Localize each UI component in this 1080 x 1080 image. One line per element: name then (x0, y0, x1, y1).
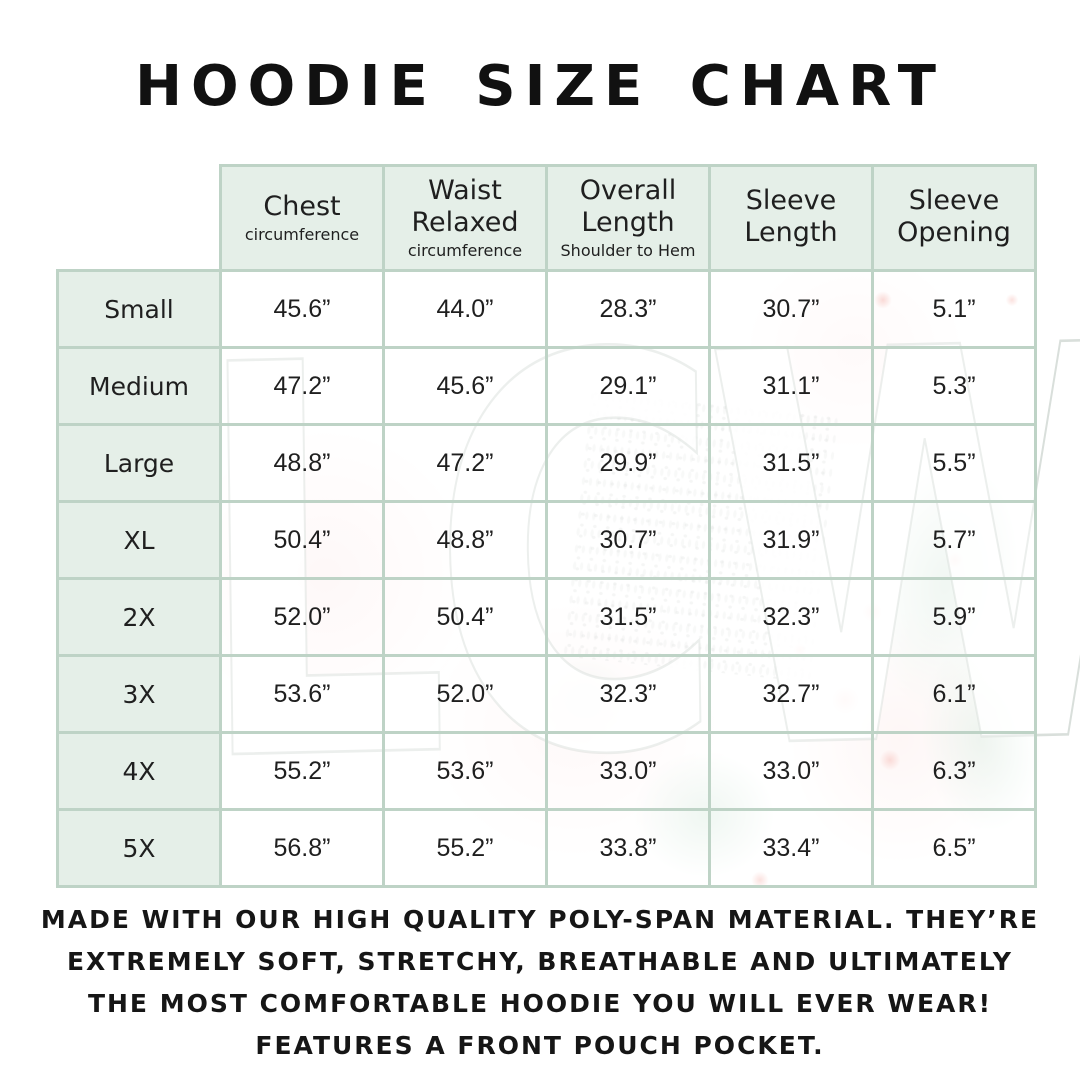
cell-value: 48.8” (219, 423, 385, 503)
column-header-chest: Chest circumference (219, 164, 385, 272)
table-row-4x: 4X 55.2” 53.6” 33.0” 33.0” 6.3” (56, 731, 1037, 811)
cell-value: 33.8” (545, 808, 711, 888)
column-subtitle: circumference (407, 240, 523, 260)
column-title: Overall Length (579, 175, 677, 238)
table-row-xl: XL 50.4” 48.8” 30.7” 31.9” 5.7” (56, 500, 1037, 580)
cell-value: 6.3” (871, 731, 1037, 811)
cell-value: 44.0” (382, 269, 548, 349)
cell-value: 33.0” (545, 731, 711, 811)
cell-value: 5.5” (871, 423, 1037, 503)
cell-value: 5.3” (871, 346, 1037, 426)
size-table-header: Chest circumference Waist Relaxed circum… (57, 164, 1037, 272)
description-line: MADE WITH OUR HIGH QUALITY POLY-SPAN MAT… (40, 905, 1040, 934)
cell-value: 50.4” (219, 500, 385, 580)
size-table-body: Small 45.6” 44.0” 28.3” 30.7” 5.1” Mediu… (56, 269, 1037, 888)
page-title: HOODIE SIZE CHART (135, 54, 945, 119)
column-title: Chest (263, 191, 341, 223)
column-header-waist-relaxed: Waist Relaxed circumference (382, 164, 548, 272)
size-table: Chest circumference Waist Relaxed circum… (56, 164, 1037, 888)
cell-value: 29.1” (545, 346, 711, 426)
table-row-2x: 2X 52.0” 50.4” 31.5” 32.3” 5.9” (56, 577, 1037, 657)
table-row-large: Large 48.8” 47.2” 29.9” 31.5” 5.5” (56, 423, 1037, 503)
row-label: XL (56, 500, 222, 580)
cell-value: 5.9” (871, 577, 1037, 657)
cell-value: 6.5” (871, 808, 1037, 888)
cell-value: 32.3” (708, 577, 874, 657)
row-label: Large (56, 423, 222, 503)
table-row-medium: Medium 47.2” 45.6” 29.1” 31.1” 5.3” (56, 346, 1037, 426)
cell-value: 5.1” (871, 269, 1037, 349)
cell-value: 45.6” (382, 346, 548, 426)
row-label: 2X (56, 577, 222, 657)
description-line: THE MOST COMFORTABLE HOODIE YOU WILL EVE… (87, 989, 993, 1018)
cell-value: 50.4” (382, 577, 548, 657)
cell-value: 33.0” (708, 731, 874, 811)
cell-value: 52.0” (219, 577, 385, 657)
column-header-overall-length: Overall Length Shoulder to Hem (545, 164, 711, 272)
cell-value: 30.7” (545, 500, 711, 580)
cell-value: 31.5” (708, 423, 874, 503)
cell-value: 52.0” (382, 654, 548, 734)
cell-value: 29.9” (545, 423, 711, 503)
cell-value: 48.8” (382, 500, 548, 580)
column-title: Sleeve Length (744, 185, 838, 248)
description-line: FEATURES A FRONT POUCH POCKET. (255, 1031, 825, 1060)
column-header-sleeve-opening: Sleeve Opening (871, 164, 1037, 272)
description-line: EXTREMELY SOFT, STRETCHY, BREATHABLE AND… (66, 947, 1014, 976)
column-subtitle: Shoulder to Hem (560, 240, 696, 260)
cell-value: 32.3” (545, 654, 711, 734)
cell-value: 55.2” (219, 731, 385, 811)
cell-value: 32.7” (708, 654, 874, 734)
column-title: Waist Relaxed (411, 175, 519, 238)
cell-value: 47.2” (219, 346, 385, 426)
cell-value: 55.2” (382, 808, 548, 888)
column-subtitle: circumference (244, 224, 360, 244)
table-row-3x: 3X 53.6” 52.0” 32.3” 32.7” 6.1” (56, 654, 1037, 734)
cell-value: 31.5” (545, 577, 711, 657)
column-header-sleeve-length: Sleeve Length (708, 164, 874, 272)
corner-cell (57, 165, 221, 271)
cell-value: 47.2” (382, 423, 548, 503)
cell-value: 56.8” (219, 808, 385, 888)
column-title: Sleeve Opening (897, 185, 1011, 248)
table-row-small: Small 45.6” 44.0” 28.3” 30.7” 5.1” (56, 269, 1037, 349)
cell-value: 53.6” (382, 731, 548, 811)
cell-value: 30.7” (708, 269, 874, 349)
cell-value: 28.3” (545, 269, 711, 349)
header-row: Chest circumference Waist Relaxed circum… (57, 164, 1037, 272)
cell-value: 53.6” (219, 654, 385, 734)
cell-value: 33.4” (708, 808, 874, 888)
cell-value: 31.1” (708, 346, 874, 426)
cell-value: 6.1” (871, 654, 1037, 734)
row-label: 3X (56, 654, 222, 734)
material-description: MADE WITH OUR HIGH QUALITY POLY-SPAN MAT… (0, 899, 1080, 1067)
row-label: Small (56, 269, 222, 349)
table-row-5x: 5X 56.8” 55.2” 33.8” 33.4” 6.5” (56, 808, 1037, 888)
row-label: 5X (56, 808, 222, 888)
cell-value: 31.9” (708, 500, 874, 580)
row-label: Medium (56, 346, 222, 426)
row-label: 4X (56, 731, 222, 811)
cell-value: 5.7” (871, 500, 1037, 580)
cell-value: 45.6” (219, 269, 385, 349)
